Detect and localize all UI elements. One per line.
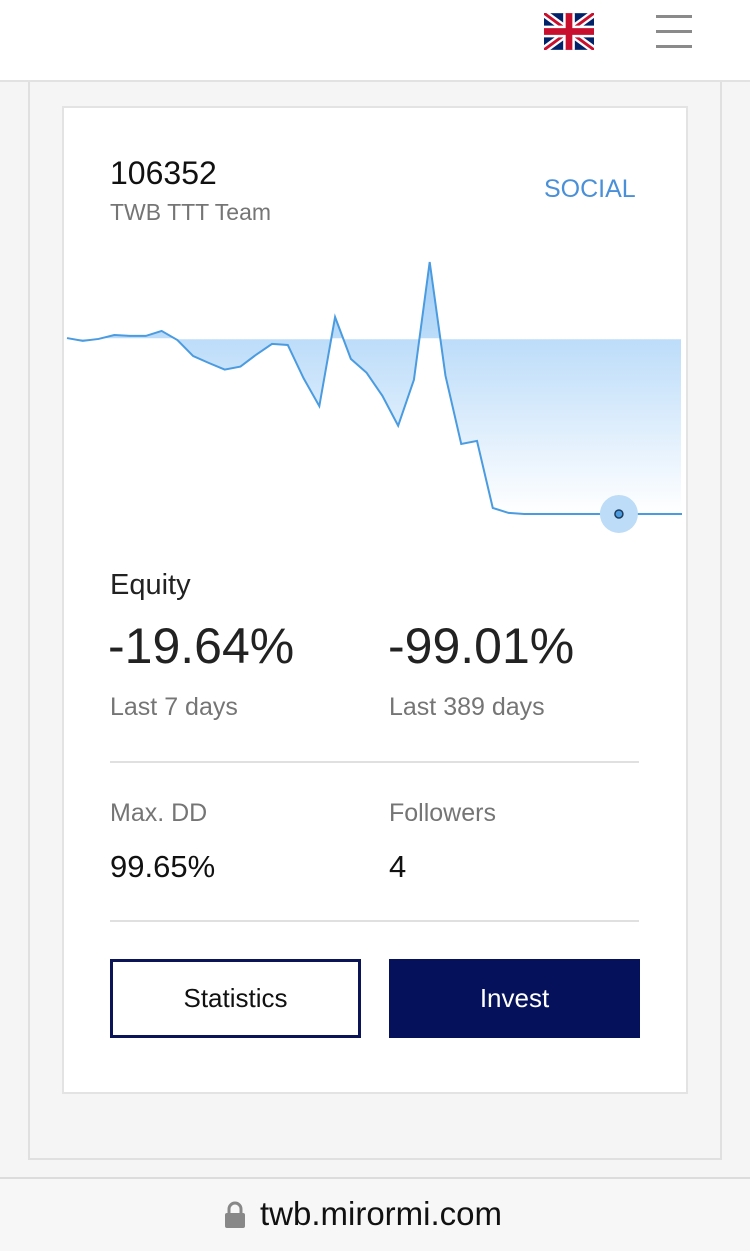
followers-value: 4 bbox=[389, 849, 407, 884]
strategy-card bbox=[62, 106, 688, 1094]
url: twb.mirormi.com bbox=[260, 1195, 503, 1232]
area-fill bbox=[67, 261, 682, 514]
invest-button[interactable]: Invest bbox=[389, 959, 640, 1038]
equity-line bbox=[66, 261, 682, 515]
total-label: Last 389 days bbox=[389, 693, 545, 721]
highlight-point bbox=[614, 509, 624, 519]
team-name: TWB TTT Team bbox=[110, 199, 272, 225]
lock-icon bbox=[225, 1201, 245, 1228]
week-label: Last 7 days bbox=[110, 693, 238, 721]
equity-label: Equity bbox=[110, 569, 191, 601]
followers-label: Followers bbox=[389, 799, 496, 827]
maxdd-value: 99.65% bbox=[110, 849, 216, 884]
divider bbox=[110, 761, 639, 763]
statistics-button[interactable]: Statistics bbox=[110, 959, 361, 1038]
tag: SOCIAL bbox=[544, 175, 636, 203]
week-value: -19.64% bbox=[108, 618, 295, 674]
total-value: -99.01% bbox=[388, 618, 575, 674]
equity-chart bbox=[66, 261, 683, 533]
language-flag[interactable] bbox=[544, 13, 594, 50]
divider bbox=[110, 920, 639, 922]
menu-button[interactable] bbox=[656, 14, 692, 48]
strategy-id: 106352 bbox=[110, 155, 217, 191]
maxdd-label: Max. DD bbox=[110, 799, 208, 827]
top-bar bbox=[0, 0, 750, 82]
url-bar: twb.mirormi.com bbox=[0, 1177, 750, 1251]
